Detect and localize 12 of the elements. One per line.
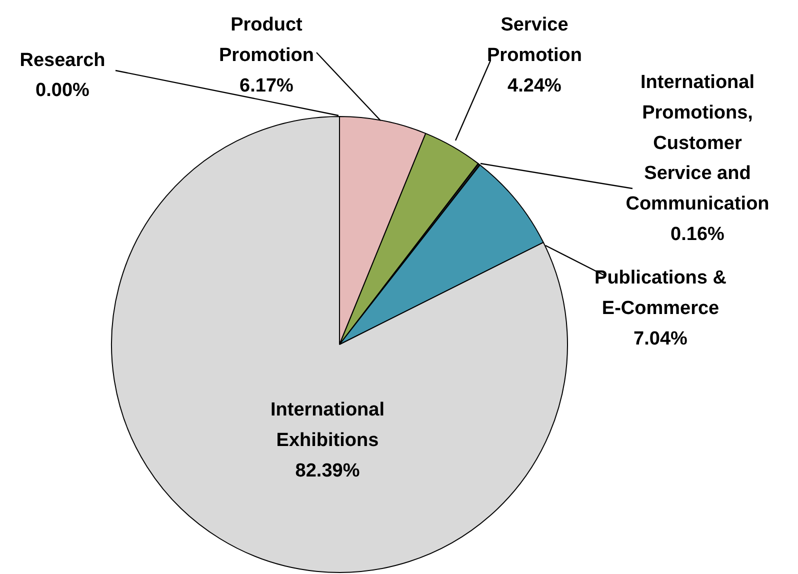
data-label: 0.16%	[670, 224, 725, 246]
slice-label: International Exhibitions	[270, 400, 385, 451]
slice-label: International Promotions, Customer Service and Communication	[626, 72, 770, 215]
data-label: 4.24%	[508, 75, 562, 96]
slice-label: Service Promotion	[487, 14, 582, 66]
slice-label: Product Promotion	[219, 14, 314, 66]
text: 0.00%	[36, 80, 90, 102]
data-label: 7.04%	[634, 328, 688, 350]
data-label: 82.39%	[295, 460, 360, 482]
data-label: 6.17%	[240, 75, 294, 96]
category-label: Research	[20, 50, 106, 71]
slice-label: Publications & E-Commerce	[594, 268, 727, 319]
